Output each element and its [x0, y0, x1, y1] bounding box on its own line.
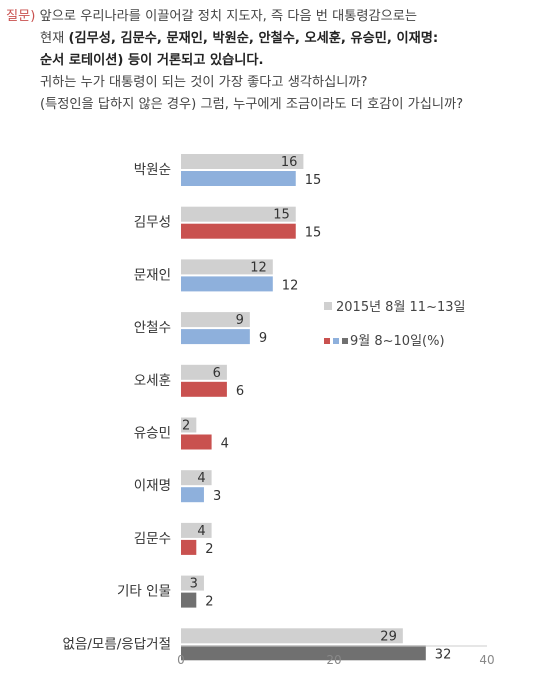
- x-tick-label: 20: [326, 653, 341, 667]
- category-label: 박원순: [134, 162, 171, 178]
- question-line-2: 현재 (김무성, 김문수, 문재인, 박원순, 안철수, 오세훈, 유승민, 이…: [40, 28, 438, 50]
- value-label-current: 2: [205, 595, 213, 610]
- bar-current: [181, 329, 250, 345]
- category-label: 유승민: [134, 426, 171, 442]
- bar-previous: [181, 470, 212, 486]
- bar-previous: [181, 154, 304, 169]
- question-text-2-bold: (김무성, 김문수, 문재인, 박원순, 안철수, 오세훈, 유승민, 이재명:: [68, 31, 439, 46]
- value-label-current: 4: [221, 437, 229, 452]
- category-label: 기타 인물: [117, 584, 171, 600]
- value-label-previous: 4: [197, 524, 205, 539]
- value-label-current: 6: [236, 384, 244, 399]
- question-text-4: 귀하는 누가 대통령이 되는 것이 가장 좋다고 생각하십니까?: [40, 75, 368, 90]
- value-label-current: 2: [205, 542, 213, 557]
- bar-previous: [181, 522, 212, 538]
- value-label-previous: 4: [197, 471, 205, 486]
- category-label: 이재명: [134, 478, 171, 494]
- category-label: 오세훈: [134, 373, 171, 389]
- question-line-3: 순서 로테이션) 등이 거론되고 있습니다.: [40, 50, 264, 72]
- x-tick-label: 40: [479, 653, 494, 667]
- bar-current: [181, 381, 227, 397]
- question-text-5: (특정인을 답하지 않은 경우) 그럼, 누구에게 조금이라도 더 호감이 가십…: [40, 97, 464, 112]
- x-tick-label: 0: [177, 653, 185, 667]
- value-label-previous: 12: [250, 260, 267, 275]
- value-label-current: 3: [213, 489, 221, 504]
- value-label-previous: 16: [281, 155, 298, 170]
- bar-current: [181, 171, 296, 186]
- bar-current: [181, 276, 273, 292]
- value-label-previous: 6: [213, 366, 221, 381]
- bar-previous: [181, 364, 227, 380]
- bar-previous: [181, 312, 250, 328]
- bar-current: [181, 434, 212, 450]
- category-label: 김문수: [134, 531, 171, 547]
- question-line-1: 질문) 앞으로 우리나라를 이끌어갈 정치 지도자, 즉 다음 번 대통령감으로…: [6, 6, 417, 28]
- question-text-1: 앞으로 우리나라를 이끌어갈 정치 지도자, 즉 다음 번 대통령감으로는: [39, 9, 418, 24]
- bar-previous: [181, 417, 197, 433]
- value-label-current: 15: [305, 173, 322, 188]
- legend-swatch-current-red: [324, 338, 330, 344]
- category-label: 문재인: [134, 267, 171, 283]
- value-label-current: 15: [305, 226, 322, 241]
- legend-swatch-current-blue: [333, 338, 339, 344]
- legend-swatch-current-gray: [342, 338, 348, 344]
- bar-previous: [181, 259, 273, 275]
- value-label-previous: 2: [182, 419, 190, 434]
- question-text-2-prefix: 현재: [40, 31, 65, 46]
- bar-current: [181, 645, 426, 661]
- category-label: 김무성: [134, 215, 171, 231]
- value-label-current: 12: [282, 278, 299, 293]
- bar-current: [181, 592, 197, 608]
- legend-label-current: 9월 8~10일(%): [350, 334, 445, 349]
- value-label-previous: 9: [236, 313, 244, 328]
- value-label-previous: 29: [380, 629, 397, 644]
- bar-current: [181, 487, 204, 503]
- category-label: 안철수: [134, 320, 171, 336]
- value-label-current: 32: [435, 647, 452, 662]
- category-label: 없음/모름/응답거절: [63, 636, 171, 652]
- value-label-previous: 15: [273, 208, 290, 223]
- bar-current: [181, 539, 197, 555]
- legend-swatch-previous: [324, 302, 332, 310]
- bar-previous: [181, 575, 204, 591]
- question-line-4: 귀하는 누가 대통령이 되는 것이 가장 좋다고 생각하십니까?: [40, 72, 368, 94]
- legend-label-previous: 2015년 8월 11~13일: [336, 300, 465, 315]
- value-label-current: 9: [259, 331, 267, 346]
- bar-previous: [181, 206, 296, 222]
- bar-previous: [181, 628, 403, 644]
- question-text-3-bold: 순서 로테이션) 등이 거론되고 있습니다.: [40, 53, 264, 68]
- value-label-previous: 3: [190, 577, 198, 592]
- question-line-5: (특정인을 답하지 않은 경우) 그럼, 누구에게 조금이라도 더 호감이 가십…: [40, 94, 463, 116]
- question-label: 질문): [6, 9, 36, 24]
- bar-current: [181, 223, 296, 239]
